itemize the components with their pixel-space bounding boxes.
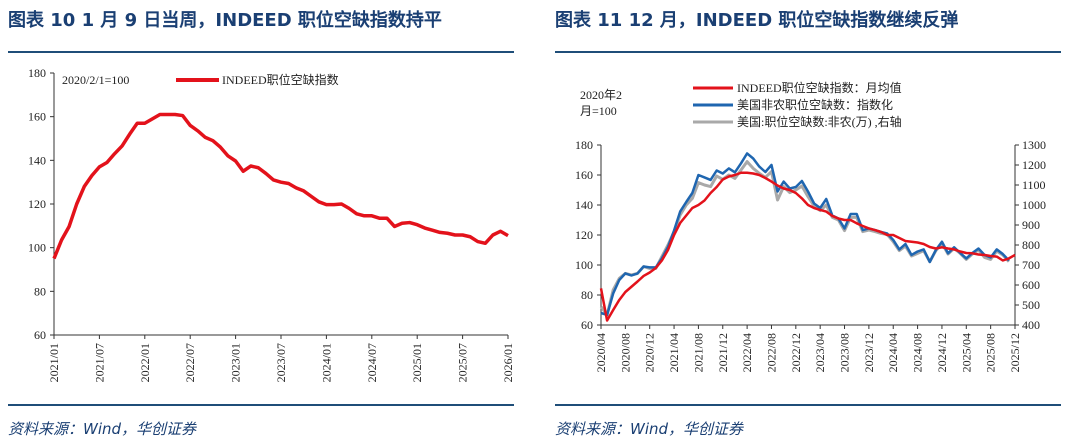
x-tick-label: 2021/12 xyxy=(716,333,730,372)
x-tick-label: 2023/07 xyxy=(274,343,288,382)
x-tick-label: 2022/07 xyxy=(183,343,197,382)
y2-tick-label: 400 xyxy=(1022,318,1040,332)
y-tick-label: 80 xyxy=(581,288,593,302)
x-tick-label: 2025/01 xyxy=(410,343,424,382)
series-line-indeed xyxy=(52,112,509,260)
y-tick-label: 140 xyxy=(575,198,593,212)
x-tick-label: 2025/07 xyxy=(456,343,470,382)
right-source-rule xyxy=(555,404,1061,406)
right-chart-title: 图表 11 12 月，INDEED 职位空缺指数继续反弹 xyxy=(555,10,959,31)
x-tick-label: 2025/12 xyxy=(1008,333,1022,372)
legend-label-nonfarm-openings: 美国:职位空缺数:非农(万) ,右轴 xyxy=(737,114,902,129)
right-title-rule xyxy=(555,51,1061,53)
x-tick-label: 2021/01 xyxy=(47,343,61,382)
y2-tick-label: 1300 xyxy=(1022,138,1046,152)
x-tick-label: 2021/07 xyxy=(92,343,106,382)
x-tick-label: 2024/04 xyxy=(886,333,900,372)
y2-tick-label: 1000 xyxy=(1022,198,1046,212)
y-tick-label: 160 xyxy=(575,168,593,182)
left-source: 资料来源：Wind，华创证券 xyxy=(8,420,197,438)
x-tick-label: 2020/08 xyxy=(618,333,632,372)
y-tick-label: 120 xyxy=(575,228,593,242)
x-tick-label: 2024/08 xyxy=(911,333,925,372)
x-tick-label: 2024/07 xyxy=(365,343,379,382)
y-tick-label: 60 xyxy=(34,328,46,342)
x-tick-label: 2024/12 xyxy=(935,333,949,372)
x-tick-label: 2025/08 xyxy=(984,333,998,372)
y-tick-label: 120 xyxy=(28,197,46,211)
right-source: 资料来源：Wind，华创证券 xyxy=(555,420,744,438)
left-title-rule xyxy=(8,51,514,53)
x-tick-label: 2020/12 xyxy=(643,333,657,372)
y2-tick-label: 1100 xyxy=(1022,178,1046,192)
x-tick-label: 2022/01 xyxy=(138,343,152,382)
y2-tick-label: 700 xyxy=(1022,258,1040,272)
series-line-indeed xyxy=(599,171,1016,322)
y-tick-label: 140 xyxy=(28,153,46,167)
legend-label-indeed: INDEED职位空缺指数 xyxy=(222,72,339,87)
y-tick-label: 160 xyxy=(28,110,46,124)
y-tick-label: 60 xyxy=(581,318,593,332)
x-tick-label: 2022/04 xyxy=(740,333,754,372)
legend-label-nonfarm-index: 美国非农职位空缺数：指数化 xyxy=(737,97,893,112)
y-tick-label: 100 xyxy=(575,258,593,272)
y2-tick-label: 900 xyxy=(1022,218,1040,232)
base-annotation-line1: 2020年2 xyxy=(580,88,622,102)
x-tick-label: 2022/12 xyxy=(789,333,803,372)
y-tick-label: 100 xyxy=(28,241,46,255)
x-tick-label: 2020/04 xyxy=(594,333,608,372)
base-annotation: 2020/2/1=100 xyxy=(62,73,129,87)
left-chart-title: 图表 10 1 月 9 日当周，INDEED 职位空缺指数持平 xyxy=(8,10,442,31)
base-annotation-line2: 月=100 xyxy=(580,104,617,118)
x-tick-label: 2021/08 xyxy=(691,333,705,372)
x-tick-label: 2022/08 xyxy=(764,333,778,372)
x-tick-label: 2026/01 xyxy=(501,343,515,382)
y2-tick-label: 500 xyxy=(1022,298,1040,312)
left-source-rule xyxy=(8,404,514,406)
series-line-nonfarm-index xyxy=(600,152,1010,317)
x-tick-label: 2023/12 xyxy=(862,333,876,372)
y2-tick-label: 1200 xyxy=(1022,158,1046,172)
legend-label-indeed: INDEED职位空缺指数：月均值 xyxy=(737,80,902,95)
x-tick-label: 2023/01 xyxy=(229,343,243,382)
x-tick-label: 2023/08 xyxy=(838,333,852,372)
y-tick-label: 80 xyxy=(34,284,46,298)
y2-tick-label: 800 xyxy=(1022,238,1040,252)
x-tick-label: 2024/01 xyxy=(319,343,333,382)
x-tick-label: 2025/04 xyxy=(959,333,973,372)
y-tick-label: 180 xyxy=(575,138,593,152)
x-tick-label: 2023/04 xyxy=(813,333,827,372)
y-tick-label: 180 xyxy=(28,66,46,80)
y2-tick-label: 600 xyxy=(1022,278,1040,292)
x-tick-label: 2021/04 xyxy=(667,333,681,372)
